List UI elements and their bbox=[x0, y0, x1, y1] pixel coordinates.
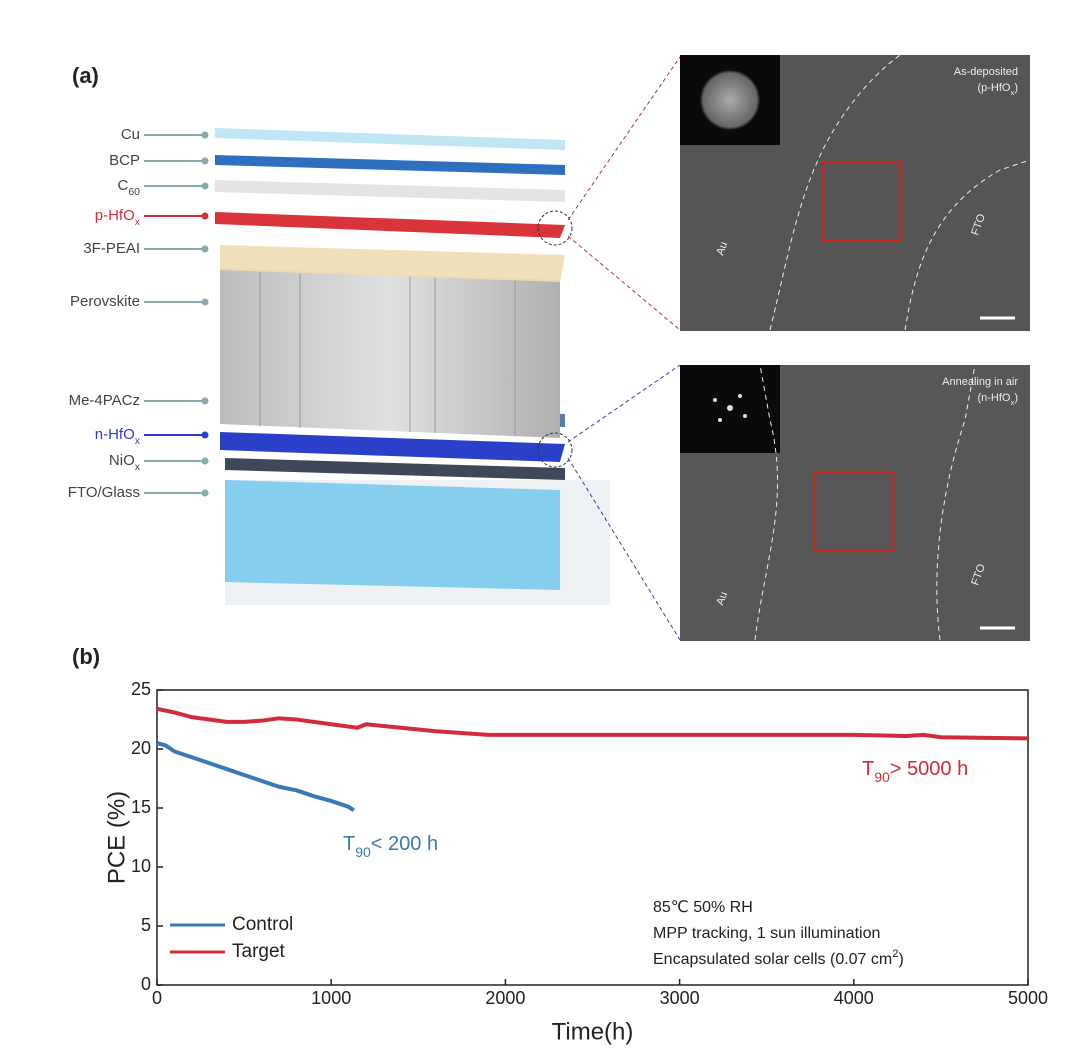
condition-note-part: ) bbox=[898, 951, 903, 968]
y-tick-label: 25 bbox=[131, 679, 151, 699]
leader-dot bbox=[201, 457, 209, 465]
au-label: Au bbox=[714, 590, 730, 607]
leader-dot bbox=[201, 397, 209, 405]
y-axis-title: PCE (%) bbox=[103, 791, 130, 884]
condition-note-part: 2 bbox=[892, 948, 898, 960]
annotation-part: T bbox=[862, 758, 874, 780]
leader-dot bbox=[201, 157, 209, 165]
leader-dot bbox=[201, 131, 209, 139]
annotation-part: T bbox=[343, 833, 355, 855]
micrograph-phase-part: (n-HfO bbox=[977, 392, 1010, 404]
condition-note: MPP tracking, 1 sun illumination bbox=[653, 925, 880, 942]
leader-dot bbox=[201, 212, 209, 220]
layer-label: FTO/Glass bbox=[68, 484, 140, 501]
layer-label-part: x bbox=[135, 461, 141, 473]
micrograph-phase: (n-HfOx) bbox=[977, 392, 1018, 407]
device-schematic bbox=[215, 56, 681, 641]
annotation-part: 90 bbox=[874, 769, 890, 785]
layer-label-part: Perovskite bbox=[70, 293, 140, 310]
au-label: Au bbox=[714, 240, 730, 257]
condition-note: 85℃ 50% RH bbox=[653, 899, 753, 916]
plot-frame bbox=[156, 689, 1029, 986]
y-tick-label: 15 bbox=[131, 797, 151, 817]
panel-label: (b) bbox=[72, 644, 100, 669]
leader-dot bbox=[201, 431, 209, 439]
panel-label: (a) bbox=[72, 63, 99, 88]
micrograph-bottom bbox=[680, 364, 1030, 641]
layer-label: Cu bbox=[121, 126, 140, 143]
condition-note-part: 85℃ 50% RH bbox=[653, 899, 753, 916]
layer-label: p-HfOx bbox=[95, 207, 141, 228]
layer-label-part: Cu bbox=[121, 126, 140, 143]
layer-label: 3F-PEAI bbox=[83, 240, 140, 257]
legend-label: Target bbox=[232, 941, 286, 962]
y-tick-label: 5 bbox=[141, 915, 151, 935]
x-tick-label: 2000 bbox=[485, 988, 525, 1008]
y-tick-label: 10 bbox=[131, 856, 151, 876]
y-tick-label: 0 bbox=[141, 974, 151, 994]
layer-label-part: p-HfO bbox=[95, 207, 135, 224]
annotation: T90> 5000 h bbox=[862, 758, 968, 784]
micrograph-phase-part: x bbox=[1010, 88, 1014, 97]
micrograph-phase-part: ) bbox=[1014, 82, 1018, 94]
micrograph-phase: (p-HfOx) bbox=[977, 82, 1018, 97]
x-tick-label: 0 bbox=[152, 988, 162, 1008]
layer-label-part: n-HfO bbox=[95, 426, 135, 443]
layer-label-part: 60 bbox=[128, 186, 140, 198]
legend-label: Control bbox=[232, 914, 293, 935]
leader-dot bbox=[201, 298, 209, 306]
micrograph-phase-part: ) bbox=[1014, 392, 1018, 404]
condition-note: Encapsulated solar cells (0.07 cm2) bbox=[653, 948, 904, 968]
leader-dot bbox=[201, 489, 209, 497]
x-tick-label: 3000 bbox=[660, 988, 700, 1008]
layer-label-part: Me-4PACz bbox=[69, 392, 140, 409]
annotation-part: > 5000 h bbox=[890, 758, 968, 780]
layer-label: n-HfOx bbox=[95, 426, 141, 447]
series-line bbox=[156, 741, 355, 813]
micrograph-phase-part: x bbox=[1010, 398, 1014, 407]
layer-label-part: NiO bbox=[109, 452, 135, 469]
layer-label: C60 bbox=[117, 177, 140, 198]
x-tick-label: 1000 bbox=[311, 988, 351, 1008]
annotation: T90< 200 h bbox=[343, 833, 438, 859]
layer-label-part: 3F-PEAI bbox=[83, 240, 140, 257]
x-tick-label: 5000 bbox=[1008, 988, 1048, 1008]
layer-label-part: x bbox=[135, 435, 141, 447]
layer-label-part: BCP bbox=[109, 152, 140, 169]
micrograph-phase-part: (p-HfO bbox=[977, 82, 1010, 94]
series-line bbox=[156, 706, 1029, 741]
layer-label-part: C bbox=[117, 177, 128, 194]
layer-label: BCP bbox=[109, 152, 140, 169]
condition-note-part: Encapsulated solar cells (0.07 cm bbox=[653, 951, 892, 968]
layer-label-part: FTO/Glass bbox=[68, 484, 140, 501]
layer-label: Perovskite bbox=[70, 293, 140, 310]
annotation-part: < 200 h bbox=[371, 833, 438, 855]
micrograph-title: Annealing in air bbox=[942, 376, 1018, 388]
x-axis-title: Time(h) bbox=[552, 1018, 634, 1045]
micrograph-top bbox=[680, 54, 1031, 331]
leader-dot bbox=[201, 245, 209, 253]
layer-label: Me-4PACz bbox=[69, 392, 140, 409]
condition-note-part: MPP tracking, 1 sun illumination bbox=[653, 925, 880, 942]
leader-dot bbox=[201, 182, 209, 190]
micrograph-title: As-deposited bbox=[954, 66, 1018, 78]
y-tick-label: 20 bbox=[131, 738, 151, 758]
annotation-part: 90 bbox=[355, 844, 371, 860]
x-tick-label: 4000 bbox=[834, 988, 874, 1008]
layer-label: NiOx bbox=[109, 452, 141, 473]
layer-label-part: x bbox=[135, 216, 141, 228]
